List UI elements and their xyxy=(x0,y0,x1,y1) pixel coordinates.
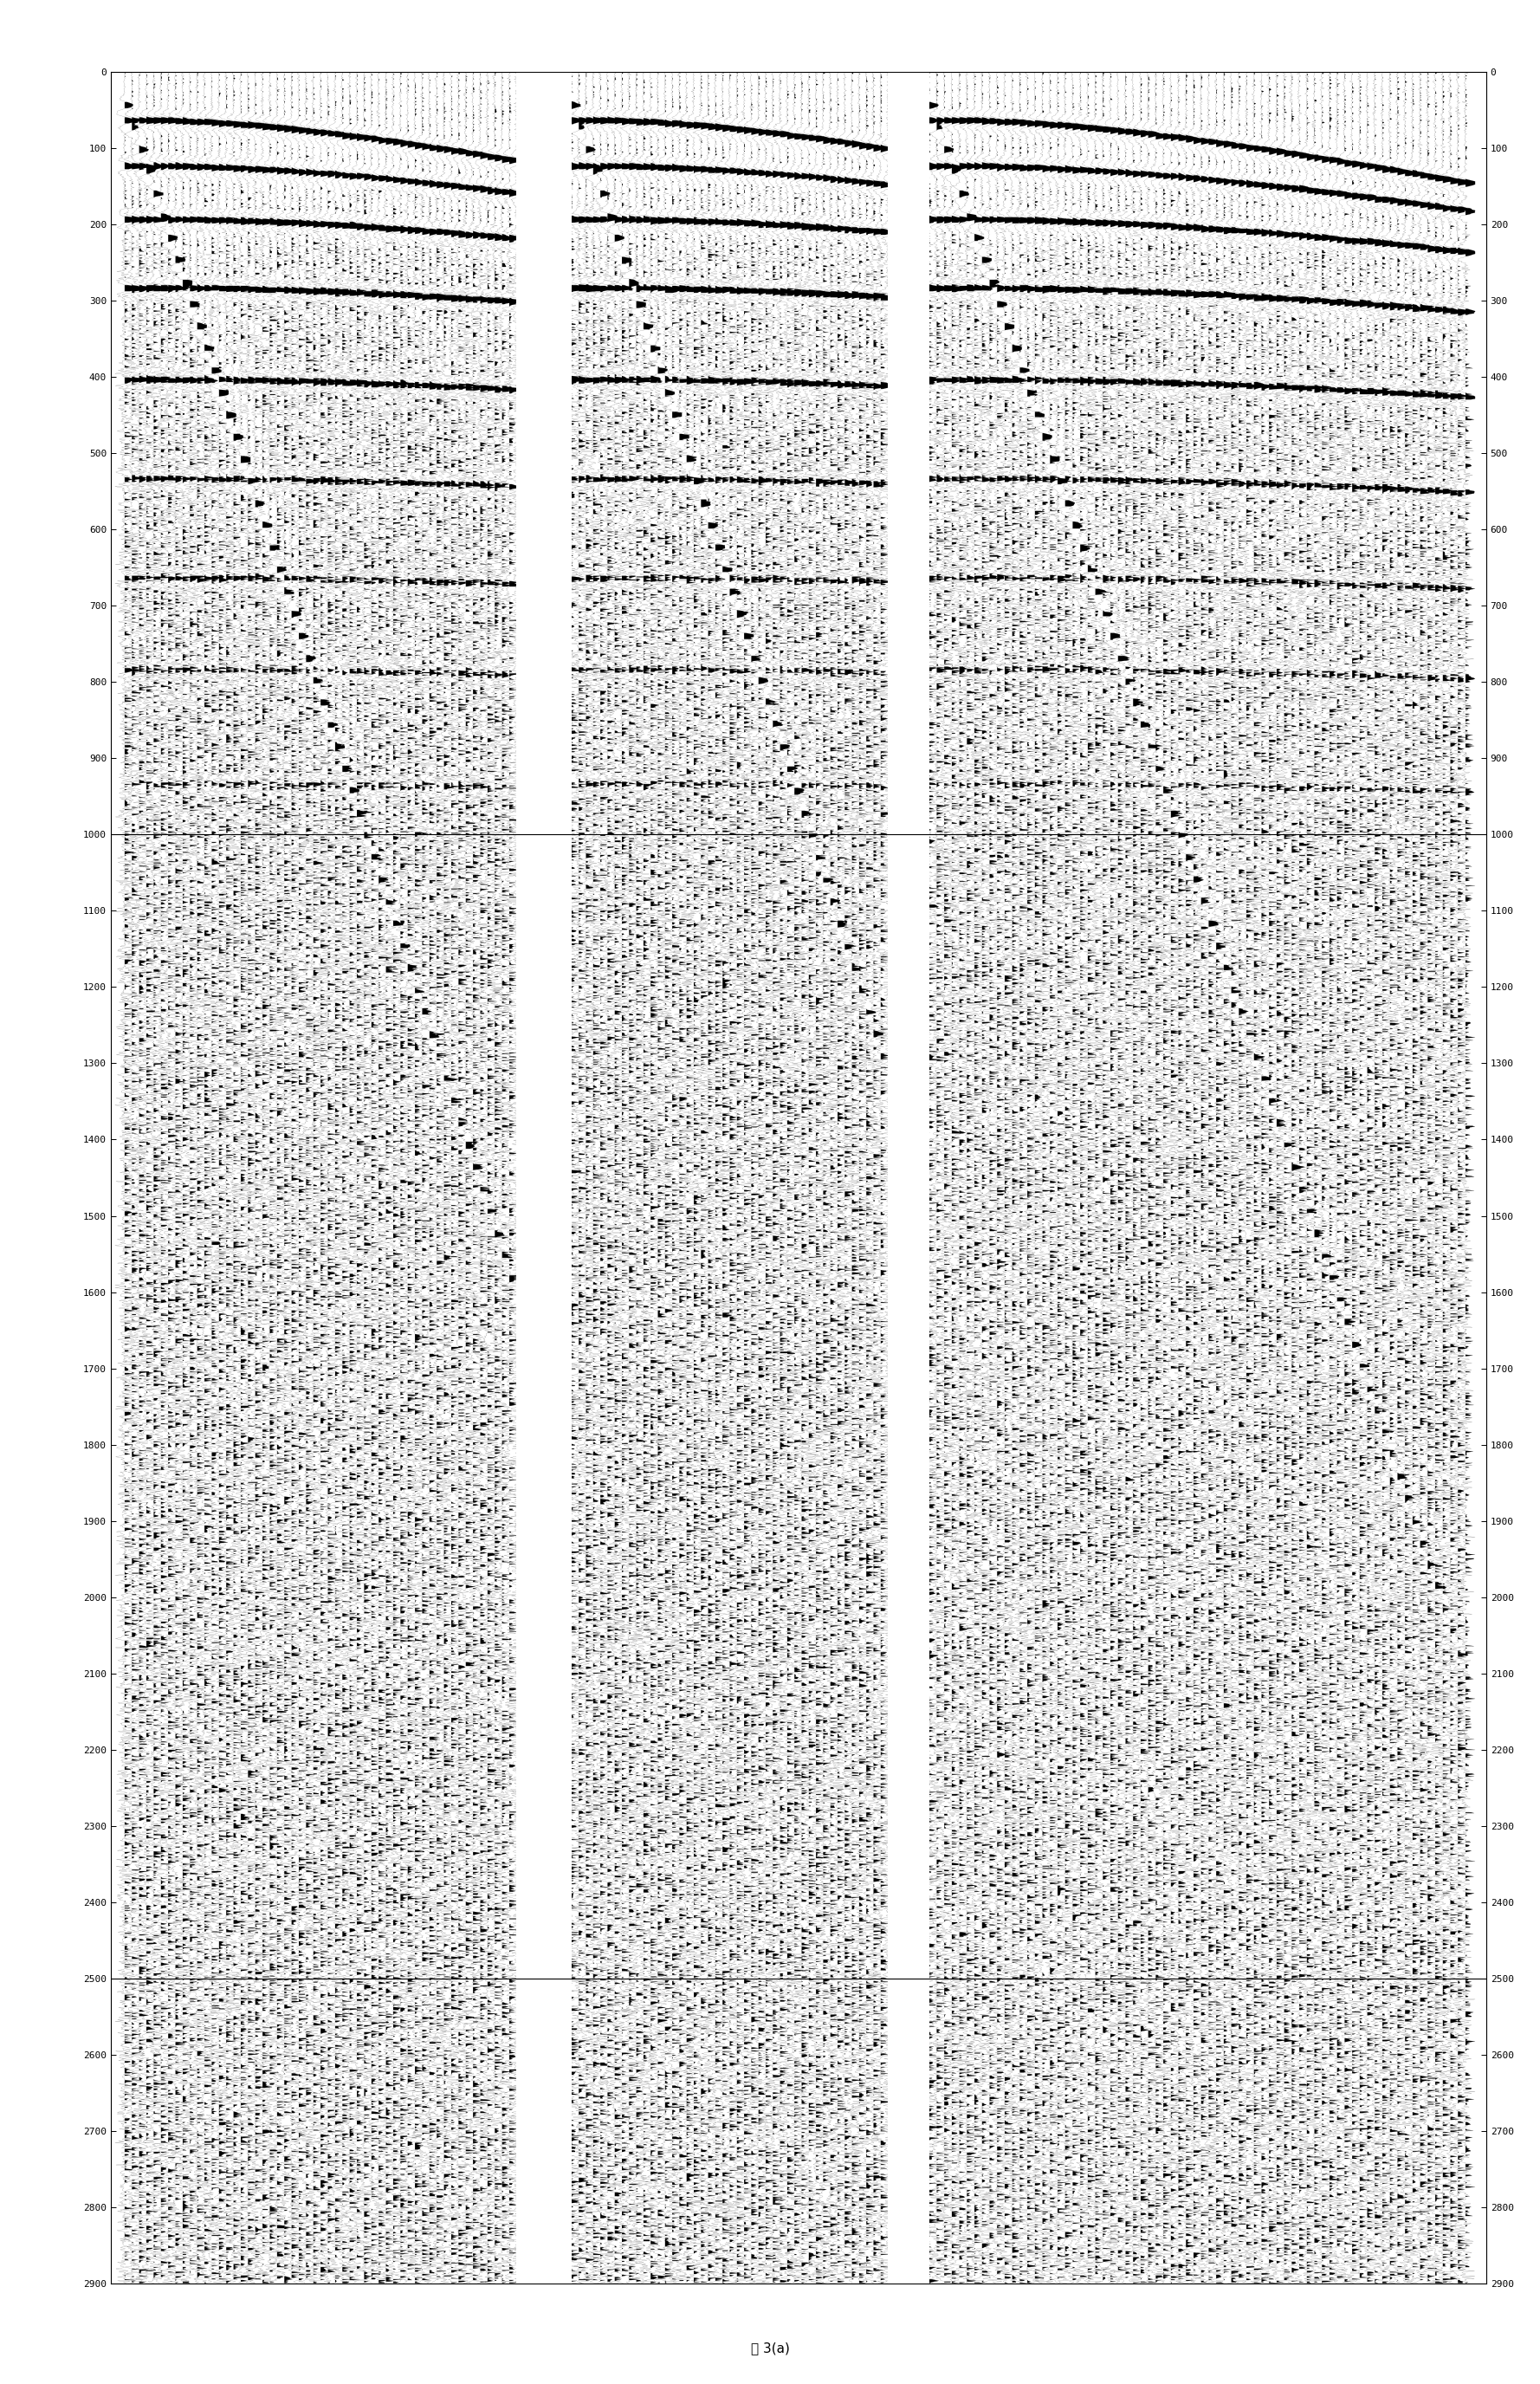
Text: 图 3(a): 图 3(a) xyxy=(750,2341,790,2355)
